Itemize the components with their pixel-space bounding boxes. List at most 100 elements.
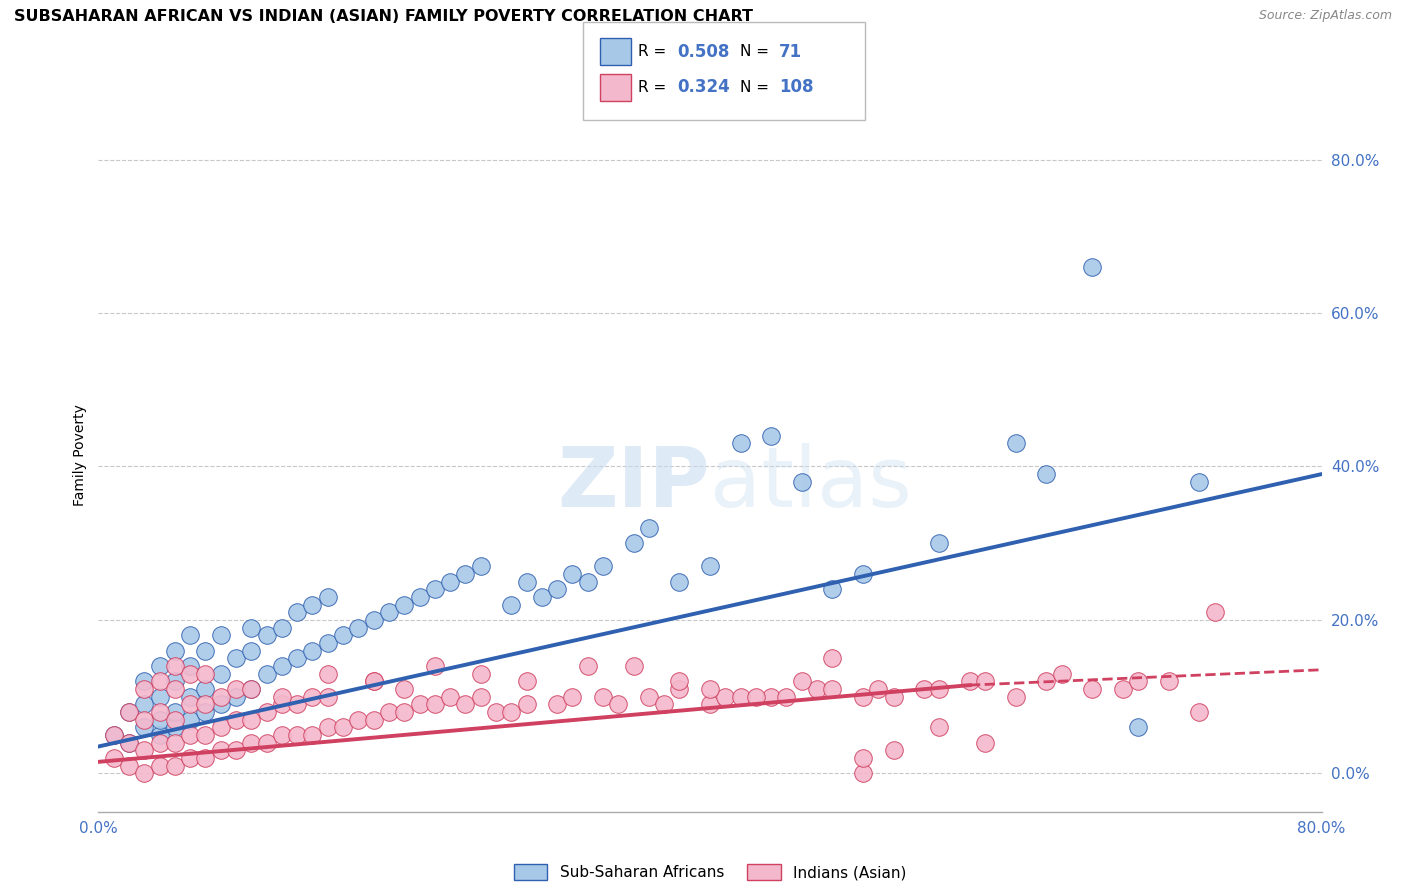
Point — [637, 690, 661, 704]
Point — [363, 674, 385, 689]
Point — [103, 728, 125, 742]
Point — [1128, 674, 1150, 689]
Point — [852, 766, 875, 780]
Point — [149, 674, 172, 689]
Point — [821, 651, 844, 665]
Point — [423, 659, 446, 673]
Point — [592, 559, 614, 574]
Point — [118, 705, 141, 719]
Point — [209, 720, 232, 734]
Point — [516, 698, 538, 712]
Point — [118, 736, 141, 750]
Point — [392, 598, 416, 612]
Point — [576, 574, 599, 589]
Point — [163, 736, 186, 750]
Point — [149, 728, 172, 742]
Point — [225, 681, 247, 696]
Y-axis label: Family Poverty: Family Poverty — [73, 404, 87, 506]
Point — [301, 690, 323, 704]
Point — [1188, 475, 1211, 489]
Point — [1128, 720, 1150, 734]
Point — [516, 674, 538, 689]
Point — [316, 666, 339, 681]
Point — [163, 705, 186, 719]
Point — [363, 713, 385, 727]
Point — [775, 690, 797, 704]
Point — [179, 728, 201, 742]
Point — [194, 681, 217, 696]
Point — [1188, 705, 1211, 719]
Point — [790, 674, 813, 689]
Point — [118, 736, 141, 750]
Point — [1081, 681, 1104, 696]
Point — [163, 643, 186, 657]
Point — [149, 713, 172, 727]
Point — [699, 698, 721, 712]
Point — [576, 659, 599, 673]
Point — [974, 736, 997, 750]
Point — [194, 698, 217, 712]
Point — [179, 751, 201, 765]
Point — [652, 698, 675, 712]
Point — [759, 428, 782, 442]
Point — [1004, 436, 1026, 450]
Point — [163, 681, 186, 696]
Point — [209, 698, 232, 712]
Point — [561, 566, 583, 581]
Point — [868, 681, 890, 696]
Point — [194, 643, 217, 657]
Point — [668, 574, 690, 589]
Point — [149, 736, 172, 750]
Point — [408, 698, 430, 712]
Text: atlas: atlas — [710, 443, 911, 524]
Point — [256, 736, 278, 750]
Point — [516, 574, 538, 589]
Point — [149, 690, 172, 704]
Point — [928, 681, 950, 696]
Text: R =: R = — [638, 80, 672, 95]
Point — [134, 681, 156, 696]
Point — [454, 566, 477, 581]
Text: ZIP: ZIP — [558, 443, 710, 524]
Text: 0.324: 0.324 — [678, 78, 731, 96]
Point — [301, 728, 323, 742]
Point — [103, 728, 125, 742]
Point — [699, 681, 721, 696]
Point — [730, 436, 752, 450]
Point — [637, 521, 661, 535]
Point — [759, 690, 782, 704]
Point — [745, 690, 768, 704]
Point — [485, 705, 508, 719]
Point — [209, 690, 232, 704]
Point — [163, 674, 186, 689]
Point — [209, 666, 232, 681]
Point — [179, 666, 201, 681]
Point — [363, 613, 385, 627]
Point — [1050, 666, 1073, 681]
Point — [501, 705, 523, 719]
Point — [470, 559, 492, 574]
Point — [974, 674, 997, 689]
Point — [347, 713, 370, 727]
Point — [134, 698, 156, 712]
Point — [1035, 467, 1057, 482]
Point — [470, 666, 492, 681]
Point — [134, 743, 156, 757]
Point — [623, 536, 645, 550]
Point — [209, 743, 232, 757]
Point — [607, 698, 630, 712]
Point — [821, 681, 844, 696]
Point — [912, 681, 935, 696]
Point — [668, 674, 690, 689]
Point — [225, 743, 247, 757]
Point — [1035, 674, 1057, 689]
Point — [316, 720, 339, 734]
Point — [546, 698, 568, 712]
Point — [270, 690, 292, 704]
Point — [454, 698, 477, 712]
Point — [699, 559, 721, 574]
Point — [668, 681, 690, 696]
Text: N =: N = — [740, 45, 773, 59]
Point — [285, 605, 308, 619]
Point — [149, 758, 172, 772]
